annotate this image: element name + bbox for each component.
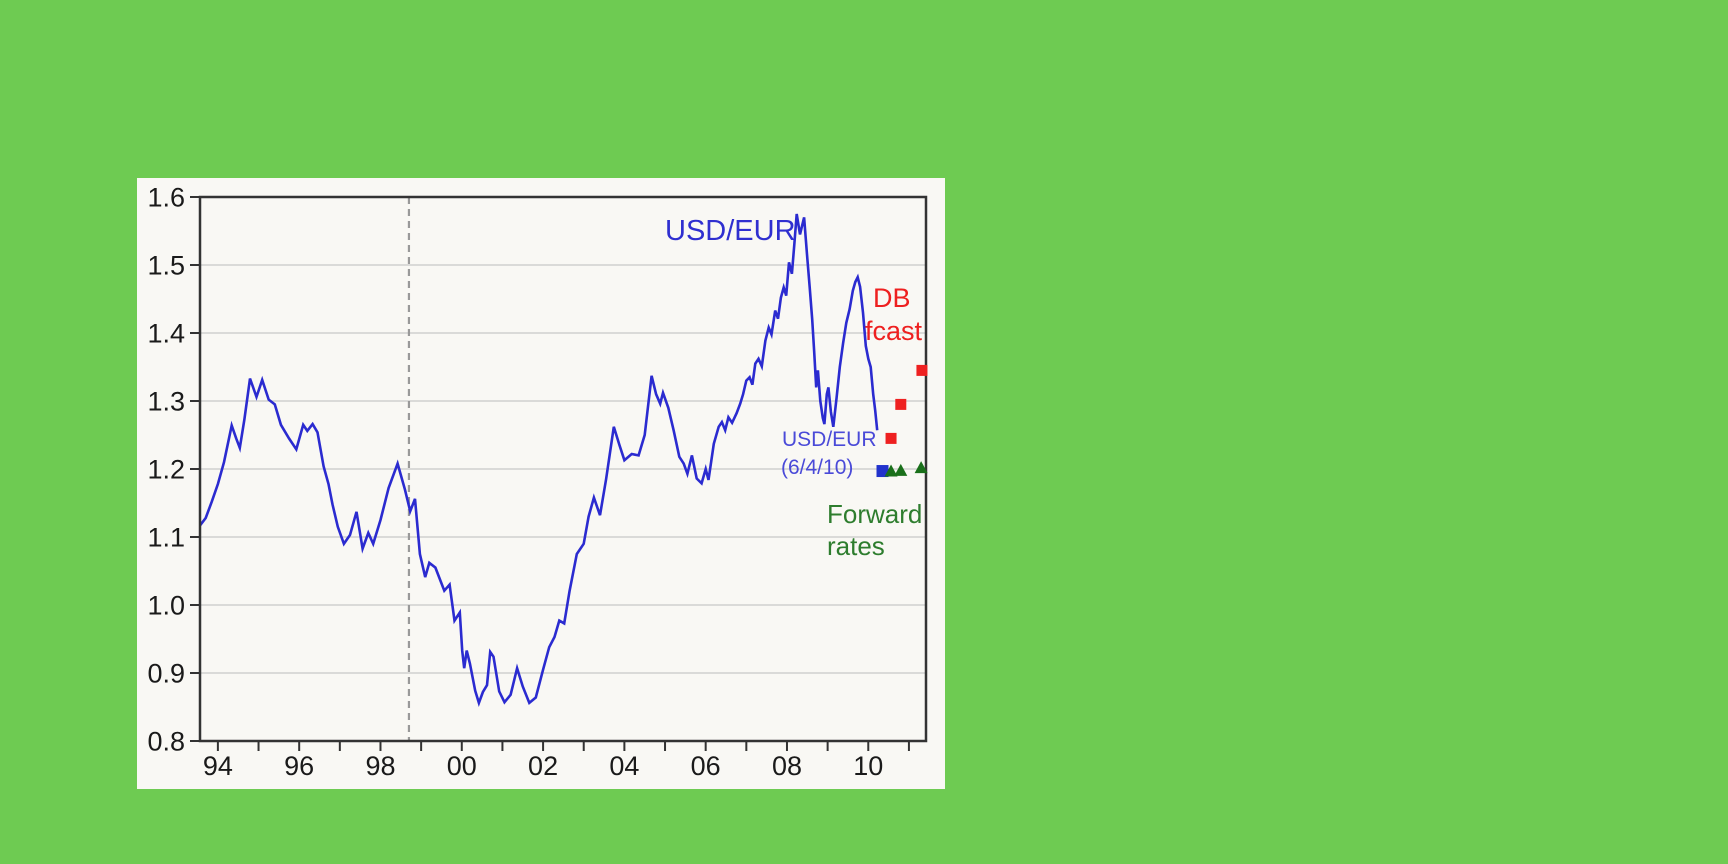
- exchange-rate-chart-card: 1.6 1.5 1.4 1.3 1.2 1.1 1.0 0.9 0.8 94 96 98 00 02 04 0…: [137, 178, 945, 789]
- x-axis-label: 94: [203, 751, 233, 781]
- y-axis-label: 1.4: [147, 319, 185, 349]
- x-axis-label: 98: [365, 751, 395, 781]
- y-axis-label: 0.8: [147, 727, 185, 757]
- db-forecast-point: [895, 398, 907, 410]
- y-axis-label: 1.6: [147, 183, 185, 213]
- db-forecast-point: [916, 364, 928, 376]
- spot-rate-point: [876, 465, 889, 478]
- usd-eur-chart: 1.6 1.5 1.4 1.3 1.2 1.1 1.0 0.9 0.8 94 96 98 00 02 04 0…: [147, 183, 928, 781]
- forward-rate-point: [884, 464, 898, 477]
- db-fcast-label: DB: [873, 283, 911, 313]
- usd-eur-line: [198, 213, 879, 707]
- db-forecast-point: [885, 432, 897, 444]
- x-axis-label: 04: [609, 751, 639, 781]
- x-axis-label: 02: [528, 751, 558, 781]
- forward-rates-label: Forward: [827, 499, 922, 529]
- y-axis-label: 1.1: [147, 523, 185, 553]
- y-axis-label: 0.9: [147, 659, 185, 689]
- forward-rates-label: rates: [827, 531, 885, 561]
- y-axis-label: 1.5: [147, 251, 185, 281]
- usd-eur-line-label: USD/EUR: [665, 215, 796, 247]
- spot-label: USD/EUR: [782, 428, 877, 451]
- x-axis-label: 10: [853, 751, 883, 781]
- x-axis-label: 06: [691, 751, 721, 781]
- plot-frame: [198, 195, 928, 743]
- x-axis-label: 96: [284, 751, 314, 781]
- x-axis-label: 00: [447, 751, 477, 781]
- spot-label: (6/4/10): [781, 456, 853, 479]
- y-axis-label: 1.3: [147, 387, 185, 417]
- forward-rate-point: [914, 461, 928, 474]
- y-axis-label: 1.2: [147, 455, 185, 485]
- y-axis-label: 1.0: [147, 591, 185, 621]
- db-fcast-label: fcast: [865, 316, 923, 346]
- forward-rate-point: [894, 463, 908, 476]
- x-axis-label: 08: [772, 751, 802, 781]
